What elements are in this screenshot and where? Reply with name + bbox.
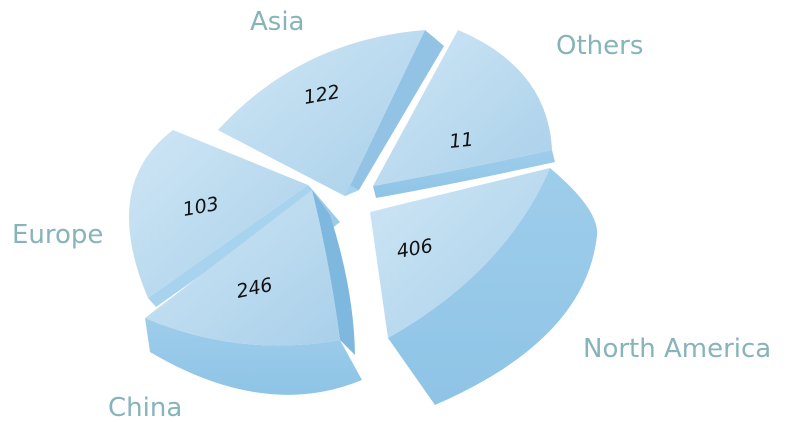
value-label-others: 11 [448, 129, 474, 153]
category-label-others: Others [556, 31, 643, 61]
slice-others-side [373, 150, 555, 198]
slice-north-america-side [388, 168, 598, 405]
slice-north-america-top [370, 168, 550, 338]
slice-europe-edge [148, 185, 316, 307]
category-label-north-america: North America [583, 334, 771, 364]
slice-asia[interactable] [218, 30, 444, 196]
slice-europe-top [128, 130, 308, 298]
slice-china-right-side [312, 190, 355, 355]
slice-others[interactable] [373, 30, 555, 198]
slice-china-top [145, 190, 340, 346]
category-label-asia: Asia [250, 7, 305, 37]
slice-asia-top [218, 30, 425, 196]
slice-asia-side [345, 30, 444, 196]
slice-china-front-side [145, 318, 362, 395]
category-label-china: China [108, 393, 182, 422]
slice-china[interactable] [145, 190, 362, 395]
slice-north-america[interactable] [370, 168, 598, 405]
slice-others-top [373, 30, 552, 186]
category-label-europe: Europe [12, 220, 103, 250]
